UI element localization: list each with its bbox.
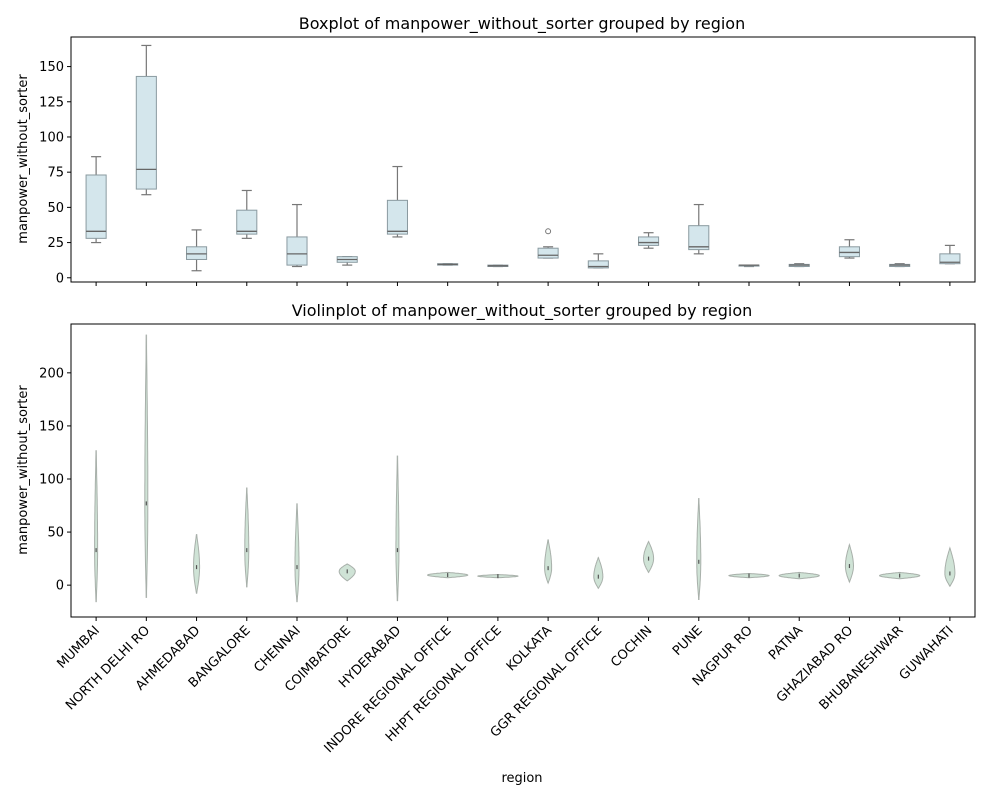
violinplot-ytick-label: 0 bbox=[56, 579, 64, 594]
boxplot-box-0 bbox=[85, 156, 107, 244]
boxplot-box-body bbox=[939, 253, 961, 265]
boxplot-box-3 bbox=[236, 189, 258, 239]
violin-13 bbox=[728, 572, 770, 579]
violin-5 bbox=[338, 563, 356, 582]
boxplot-box-15 bbox=[838, 239, 860, 259]
violin-body bbox=[144, 334, 149, 598]
violinplot-xlabel: region bbox=[501, 771, 542, 786]
boxplot-box-12 bbox=[688, 203, 710, 255]
boxplot-yticks: 0 25 50 75 100 125 150 bbox=[39, 60, 71, 286]
boxplot-box-7 bbox=[437, 263, 459, 266]
boxplot-ytick-label: 50 bbox=[47, 201, 64, 216]
boxplot-box-body bbox=[838, 246, 860, 258]
boxplot-box-body bbox=[537, 247, 559, 259]
boxplot-box-2 bbox=[186, 229, 208, 272]
boxplot-box-body bbox=[638, 236, 660, 246]
boxplot-box-17 bbox=[939, 244, 961, 265]
violin-17 bbox=[944, 546, 956, 588]
boxplot-box-body bbox=[186, 246, 208, 260]
violin-11 bbox=[643, 540, 655, 574]
boxplot-ytick-label: 0 bbox=[56, 271, 64, 286]
boxplot-box-11 bbox=[638, 232, 660, 249]
boxplot-box-body bbox=[587, 260, 609, 269]
violin-body bbox=[94, 450, 99, 603]
violin-body bbox=[192, 534, 201, 594]
boxplot-box-1 bbox=[135, 44, 157, 196]
boxplot-box-13 bbox=[738, 264, 760, 268]
violin-8 bbox=[477, 573, 519, 579]
violinplot-ytick-label: 150 bbox=[39, 419, 64, 434]
boxplot-ytick-label: 75 bbox=[47, 166, 64, 181]
violin-body bbox=[544, 539, 553, 585]
boxplot-box-10 bbox=[587, 253, 609, 269]
violin-4 bbox=[294, 503, 300, 603]
violinplot-yticks: 0 50 100 150 200 bbox=[39, 366, 71, 594]
boxplot-ytick-label: 125 bbox=[39, 95, 64, 110]
violin-9 bbox=[544, 539, 553, 585]
boxplot-box-8 bbox=[487, 264, 509, 268]
violinplot-ytick-label: 100 bbox=[39, 472, 64, 487]
violin-2 bbox=[192, 534, 201, 594]
violin-body bbox=[944, 546, 956, 588]
violin-0 bbox=[94, 450, 99, 603]
boxplot-title: Boxplot of manpower_without_sorter group… bbox=[299, 14, 745, 34]
violin-1 bbox=[144, 334, 149, 598]
boxplot-box-14 bbox=[788, 263, 810, 268]
violin-body bbox=[593, 556, 604, 590]
violin-body bbox=[244, 487, 250, 588]
violin-16 bbox=[879, 571, 921, 580]
boxplot-ylabel: manpower_without_sorter bbox=[16, 74, 31, 244]
boxplot-box-body bbox=[85, 174, 107, 239]
boxplot-box-16 bbox=[889, 263, 911, 268]
violin-body bbox=[294, 503, 300, 603]
violinplot-frame bbox=[70, 323, 976, 618]
boxplot-box-4 bbox=[286, 203, 308, 268]
violin-body bbox=[395, 455, 400, 602]
violin-7 bbox=[427, 571, 469, 579]
boxplot-ytick-label: 25 bbox=[47, 236, 64, 251]
violinplot-marks bbox=[94, 334, 956, 603]
violin-3 bbox=[244, 487, 250, 588]
violin-body bbox=[844, 542, 854, 584]
boxplot-ytick-label: 100 bbox=[39, 130, 64, 145]
violin-6 bbox=[395, 455, 400, 602]
violinplot-ytick-label: 50 bbox=[47, 526, 64, 541]
violin-12 bbox=[696, 498, 702, 601]
boxplot-box-6 bbox=[386, 165, 408, 238]
boxplot-flier bbox=[545, 228, 552, 235]
boxplot-xticks bbox=[95, 282, 951, 286]
boxplot-box-body bbox=[688, 225, 710, 251]
boxplot-box-5 bbox=[336, 256, 358, 266]
violinplot-ylabel: manpower_without_sorter bbox=[16, 385, 31, 555]
violin-15 bbox=[844, 542, 854, 584]
violinplot-ytick-label: 200 bbox=[39, 366, 64, 381]
violin-body bbox=[696, 498, 702, 601]
boxplot-box-body bbox=[286, 236, 308, 266]
boxplot-box-9 bbox=[537, 228, 559, 259]
boxplot-marks bbox=[85, 44, 961, 272]
violin-10 bbox=[593, 556, 604, 590]
boxplot-ytick-label: 150 bbox=[39, 60, 64, 75]
boxplot-box-body bbox=[236, 209, 258, 235]
boxplot-axes: Boxplot of manpower_without_sorter group… bbox=[16, 14, 976, 286]
violinplot-title: Violinplot of manpower_without_sorter gr… bbox=[292, 301, 753, 321]
boxplot-box-body bbox=[386, 199, 408, 235]
boxplot-frame bbox=[70, 36, 976, 283]
boxplot-box-body bbox=[135, 75, 157, 190]
violin-14 bbox=[778, 571, 820, 580]
